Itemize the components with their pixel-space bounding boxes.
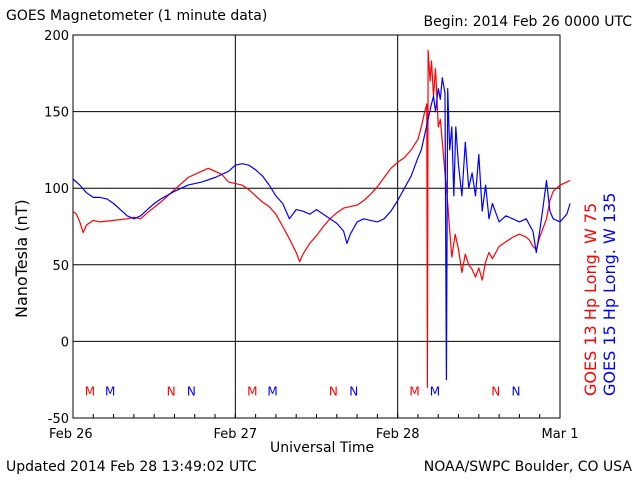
event-marker: N bbox=[349, 384, 358, 398]
series-goes15-line bbox=[72, 77, 571, 381]
event-marker: M bbox=[409, 384, 419, 398]
legend-goes13: GOES 13 Hp Long. W 75 bbox=[581, 202, 600, 396]
x-tick-label: Feb 27 bbox=[213, 427, 257, 442]
plot-frame bbox=[72, 34, 561, 419]
y-tick-label: 150 bbox=[44, 106, 69, 121]
updated-time: Updated 2014 Feb 28 13:49:02 UTC bbox=[6, 459, 257, 475]
y-tick-label: -50 bbox=[48, 412, 69, 427]
y-tick-label: 100 bbox=[44, 182, 69, 197]
credit: NOAA/SWPC Boulder, CO USA bbox=[423, 459, 632, 475]
legend: GOES 13 Hp Long. W 75 GOES 15 Hp Long. W… bbox=[581, 193, 619, 396]
event-marker: N bbox=[187, 384, 196, 398]
begin-time: Begin: 2014 Feb 26 0000 UTC bbox=[423, 14, 632, 30]
y-tick-label: 0 bbox=[61, 335, 69, 350]
x-tick-label: Feb 26 bbox=[49, 427, 93, 442]
event-marker: N bbox=[167, 384, 176, 398]
event-marker: M bbox=[267, 384, 277, 398]
x-axis-label: Universal Time bbox=[270, 440, 375, 456]
y-axis-label-wrap: NanoTesla (nT) bbox=[12, 199, 31, 318]
x-tick-label: Feb 28 bbox=[376, 427, 420, 442]
y-tick-label: 200 bbox=[44, 29, 69, 44]
event-marker: M bbox=[85, 384, 95, 398]
event-marker: M bbox=[105, 384, 115, 398]
event-marker: M bbox=[247, 384, 257, 398]
y-axis-label: NanoTesla (nT) bbox=[12, 199, 31, 318]
event-marker: N bbox=[512, 384, 521, 398]
chart-title: GOES Magnetometer (1 minute data) bbox=[6, 8, 268, 24]
series-goes13-line bbox=[72, 49, 571, 388]
legend-goes15: GOES 15 Hp Long. W 135 bbox=[600, 192, 619, 396]
event-marker: M bbox=[430, 384, 440, 398]
x-tick-label: Mar 1 bbox=[542, 427, 579, 442]
y-tick-label: 50 bbox=[52, 259, 69, 274]
event-marker: N bbox=[329, 384, 338, 398]
event-marker: N bbox=[491, 384, 500, 398]
